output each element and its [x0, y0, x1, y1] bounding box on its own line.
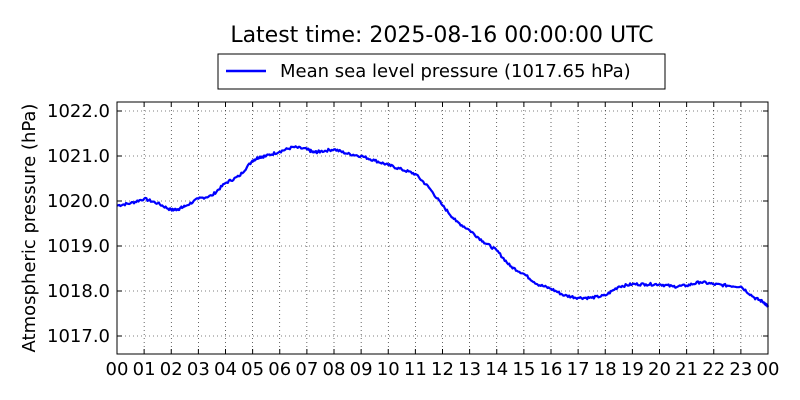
x-tick-label: 03: [187, 359, 210, 380]
y-tick-label: 1018.0: [47, 281, 110, 302]
x-tick-label: 11: [404, 359, 427, 380]
x-tick-label: 19: [621, 359, 644, 380]
axis-ticks: [116, 102, 769, 354]
legend-box: [217, 53, 666, 90]
x-tick-label: 16: [540, 359, 563, 380]
x-tick-label: 20: [648, 359, 671, 380]
y-tick-label: 1017.0: [47, 326, 110, 347]
x-tick-label: 10: [377, 359, 400, 380]
plot-area-frame: [116, 101, 769, 355]
x-tick-label: 07: [295, 359, 318, 380]
series-line-pressure: [116, 145, 770, 308]
chart-title: Latest time: 2025-08-16 00:00:00 UTC: [230, 23, 653, 48]
x-tick-label: 06: [268, 359, 291, 380]
y-tick-label: 1019.0: [47, 236, 110, 257]
x-tick-label: 21: [675, 359, 698, 380]
x-tick-label: 05: [241, 359, 264, 380]
y-axis-label: Atmospheric pressure (hPa): [19, 104, 40, 353]
y-tick-label: 1021.0: [47, 146, 110, 167]
x-tick-label: 13: [458, 359, 481, 380]
x-tick-label: 00: [757, 359, 780, 380]
x-tick-label: 15: [512, 359, 535, 380]
x-tick-label: 17: [567, 359, 590, 380]
y-tick-label: 1020.0: [47, 191, 110, 212]
tick-labels: 00 01 02 03 04 05 06 07 08 09 10 11 12 13 14 15 16 17 18 19…: [47, 101, 779, 380]
x-tick-label: 12: [431, 359, 454, 380]
legend: Mean sea level pressure (1017.65 hPa): [217, 53, 666, 90]
x-tick-label: 23: [729, 359, 752, 380]
x-tick-label: 08: [323, 359, 346, 380]
series-group: [116, 145, 770, 308]
grid-lines: [117, 102, 768, 354]
x-tick-label: 09: [350, 359, 373, 380]
x-tick-label: 01: [133, 359, 156, 380]
x-tick-label: 02: [160, 359, 183, 380]
x-tick-label: 14: [485, 359, 508, 380]
x-tick-label: 04: [214, 359, 237, 380]
y-tick-label: 1022.0: [47, 101, 110, 122]
x-tick-label: 22: [702, 359, 725, 380]
x-tick-label: 00: [106, 359, 129, 380]
legend-label: Mean sea level pressure (1017.65 hPa): [280, 61, 631, 82]
x-tick-label: 18: [594, 359, 617, 380]
